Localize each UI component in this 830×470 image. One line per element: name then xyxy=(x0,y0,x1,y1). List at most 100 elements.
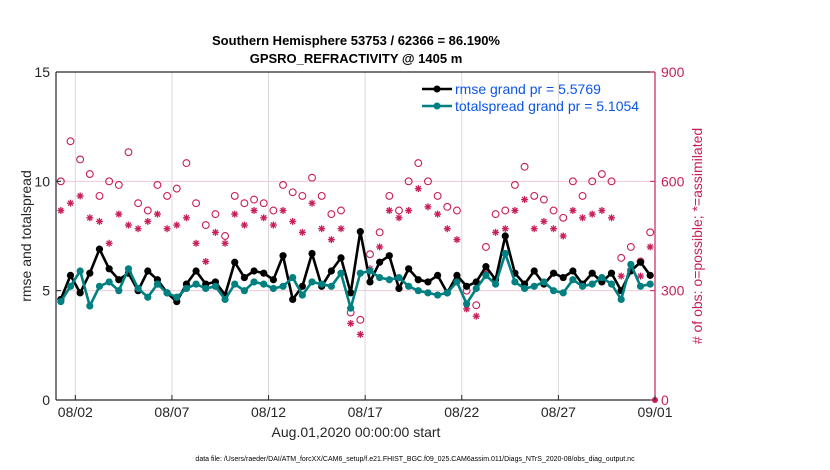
possible-obs-marker xyxy=(626,242,635,251)
possible-obs-marker xyxy=(617,253,626,262)
totalspread-point xyxy=(405,282,413,290)
data-file-footer: data file: /Users/raeder/DAI/ATM_forcXX/… xyxy=(195,456,635,463)
totalspread-point xyxy=(463,300,471,308)
possible-obs-marker xyxy=(221,232,230,240)
possible-obs-marker xyxy=(114,181,123,189)
totalspread-point xyxy=(105,278,113,286)
totalspread-point xyxy=(327,282,335,290)
possible-obs-marker xyxy=(452,206,461,215)
assimilated-obs-marker xyxy=(289,217,297,225)
totalspread-point xyxy=(308,278,316,286)
assimilated-obs-marker xyxy=(318,225,326,233)
totalspread-point xyxy=(347,304,355,312)
possible-obs-marker xyxy=(124,148,133,157)
assimilated-obs-marker xyxy=(327,236,335,244)
possible-obs-marker xyxy=(279,181,287,189)
totalspread-point xyxy=(540,278,548,286)
possible-obs-marker xyxy=(395,206,403,215)
totalspread-point xyxy=(434,291,442,299)
totalspread-point xyxy=(289,273,297,282)
y2-tick-label: 600 xyxy=(661,173,685,189)
totalspread-point xyxy=(366,267,374,275)
rmse-point xyxy=(347,289,355,297)
assimilated-obs-marker xyxy=(105,239,113,247)
chart-subtitle: GPSRO_REFRACTIVITY @ 1405 m xyxy=(250,51,463,66)
series-layer xyxy=(57,228,654,312)
x-tick-label: 08/02 xyxy=(58,404,93,420)
assimilated-obs-marker xyxy=(501,225,509,233)
totalspread-point xyxy=(298,291,306,299)
assimilated-obs-marker xyxy=(308,199,316,207)
rmse-point xyxy=(289,295,297,304)
rmse-point xyxy=(636,258,645,266)
assimilated-obs-marker xyxy=(240,221,248,229)
rmse-point xyxy=(646,271,654,279)
x-axis-label: Aug.01,2020 00:00:00 start xyxy=(272,424,441,440)
totalspread-point xyxy=(173,293,181,301)
rmse-point xyxy=(105,265,113,273)
totalspread-point xyxy=(134,284,142,293)
y-tick-label: 0 xyxy=(42,392,50,408)
rmse-point xyxy=(337,254,345,262)
chart-title: Southern Hemisphere 53753 / 62366 = 86.1… xyxy=(212,33,500,48)
totalspread-point xyxy=(482,271,490,279)
y2-tick-label: 300 xyxy=(661,283,685,299)
assimilated-obs-marker xyxy=(337,225,345,233)
totalspread-point xyxy=(598,273,606,282)
rmse-point xyxy=(231,258,239,266)
totalspread-point xyxy=(356,269,364,277)
totalspread-point xyxy=(153,280,162,288)
totalspread-point xyxy=(279,282,287,290)
assimilated-obs-marker xyxy=(395,214,403,222)
totalspread-point xyxy=(549,287,558,295)
rmse-point xyxy=(549,269,558,277)
totalspread-point xyxy=(472,284,480,293)
possible-obs-marker xyxy=(298,191,307,200)
y-tick-label: 15 xyxy=(34,64,50,80)
rmse-point xyxy=(327,267,335,275)
totalspread-point xyxy=(376,273,384,282)
totalspread-point xyxy=(414,287,422,295)
rmse-point xyxy=(66,271,75,279)
rmse-point xyxy=(376,258,384,266)
rmse-point xyxy=(559,273,567,282)
rmse-point xyxy=(482,263,490,271)
possible-obs-marker xyxy=(510,181,519,189)
totalspread-point xyxy=(617,295,625,304)
rmse-point xyxy=(405,265,413,273)
totalspread-point xyxy=(57,298,65,306)
possible-obs-marker xyxy=(578,191,587,200)
totalspread-point xyxy=(395,273,403,282)
possible-obs-marker xyxy=(366,250,374,259)
assimilated-obs-marker xyxy=(115,210,123,218)
possible-obs-marker xyxy=(549,206,558,215)
possible-obs-marker xyxy=(597,170,606,178)
rmse-point xyxy=(530,267,538,275)
totalspread-point xyxy=(250,278,258,286)
totalspread-point xyxy=(501,249,509,258)
totalspread-point xyxy=(66,282,75,290)
y-tick-label: 5 xyxy=(42,283,50,299)
possible-obs-marker xyxy=(491,210,500,219)
assimilated-obs-marker xyxy=(569,206,577,214)
rmse-point xyxy=(463,282,471,290)
totalspread-point xyxy=(578,282,587,290)
totalspread-point xyxy=(163,289,171,297)
totalspread-point xyxy=(443,289,451,297)
y2-axis-label: # of obs: o=possible; *=assimilated xyxy=(689,128,705,344)
x-tick-label: 08/27 xyxy=(541,404,576,420)
assimilated-obs-marker xyxy=(434,210,442,218)
totalspread-point xyxy=(627,260,635,269)
assimilated-obs-marker xyxy=(608,214,616,222)
possible-obs-marker xyxy=(607,177,616,186)
totalspread-point xyxy=(530,282,538,290)
possible-obs-marker xyxy=(288,188,297,197)
totalspread-point xyxy=(221,295,229,304)
assimilated-obs-marker xyxy=(182,214,190,222)
possible-obs-marker xyxy=(134,199,143,208)
legend-rmse-marker xyxy=(433,85,441,93)
assimilated-obs-marker xyxy=(134,225,142,233)
totalspread-point xyxy=(240,287,248,295)
possible-obs-marker xyxy=(539,195,548,204)
possible-obs-marker xyxy=(530,191,539,200)
